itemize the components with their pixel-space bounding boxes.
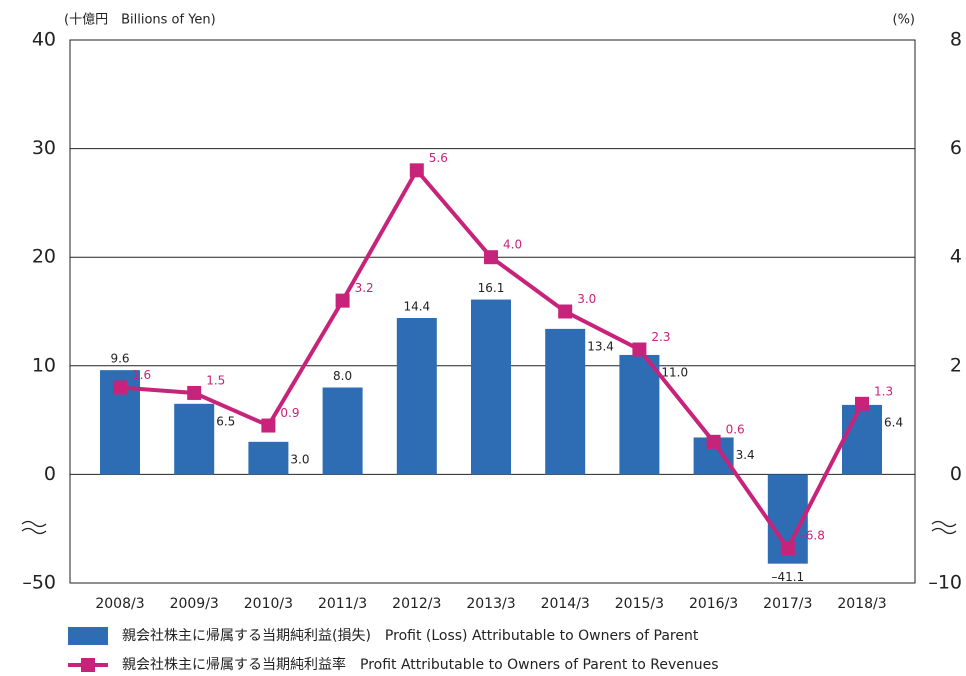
legend-label: 親会社株主に帰属する当期純利益(損失) Profit (Loss) Attrib… <box>122 627 699 644</box>
x-tick-label: 2009/3 <box>170 596 219 612</box>
line-marker <box>335 293 350 308</box>
x-tick-label: 2014/3 <box>541 596 590 612</box>
bar <box>322 387 363 475</box>
legend-swatch <box>68 627 108 645</box>
bar-value-label: –41.1 <box>771 570 804 584</box>
axis-break <box>21 520 957 535</box>
line-marker <box>113 380 127 395</box>
x-tick-label: 2010/3 <box>244 596 293 612</box>
y-tick-label: 10 <box>32 354 56 376</box>
line-marker <box>409 163 424 178</box>
y-tick-label: 0 <box>44 463 56 485</box>
line-value-label: 4.0 <box>503 238 522 252</box>
bar <box>248 441 289 475</box>
line-marker <box>558 304 573 319</box>
bar-value-label: 3.0 <box>290 452 309 466</box>
y-unit-label: (十億円 Billions of Yen) <box>64 12 216 28</box>
legend-swatch <box>81 658 95 672</box>
bar <box>842 404 882 475</box>
bar-value-label: 8.0 <box>333 369 352 383</box>
x-tick-label: 2018/3 <box>837 596 886 612</box>
line-value-label: –6.8 <box>800 529 825 543</box>
x-tick-label: 2016/3 <box>689 596 738 612</box>
line-value-label: 3.0 <box>577 292 596 306</box>
y-tick-label: 30 <box>32 137 56 159</box>
y2-tick-label: 4 <box>950 246 962 268</box>
line-marker <box>187 385 202 400</box>
bar-value-label: 3.4 <box>736 448 755 462</box>
line-marker <box>780 541 795 556</box>
bar-value-label: 14.4 <box>403 300 430 314</box>
bar-value-label: 9.6 <box>110 352 129 366</box>
bar-value-label: 6.5 <box>216 414 235 428</box>
line-value-label: 1.3 <box>874 384 893 398</box>
y-tick-label: 20 <box>32 246 56 268</box>
y2-unit-label: (%) <box>893 13 916 28</box>
line-value-label: 1.5 <box>206 373 225 387</box>
line-marker <box>484 250 498 265</box>
line-value-label: 5.6 <box>429 151 448 165</box>
line-value-label: 2.3 <box>651 330 670 344</box>
y2-tick-label: –10 <box>928 572 962 594</box>
y2-tick-label: 6 <box>950 137 962 159</box>
legend-label: 親会社株主に帰属する当期純利益率 Profit Attributable to … <box>122 656 719 673</box>
line-marker <box>632 342 647 357</box>
x-tick-label: 2008/3 <box>95 596 144 612</box>
bar <box>619 354 660 475</box>
y2-tick-label: 0 <box>950 463 962 485</box>
x-tick-label: 2011/3 <box>318 596 367 612</box>
line-value-label: 0.9 <box>280 406 299 420</box>
bar-value-label: 13.4 <box>587 339 614 353</box>
bar <box>174 403 215 475</box>
bar-value-label: 6.4 <box>884 415 903 429</box>
y2-tick-label: 2 <box>950 354 962 376</box>
x-tick-label: 2012/3 <box>392 596 441 612</box>
x-tick-label: 2017/3 <box>763 596 812 612</box>
line-marker <box>706 434 721 449</box>
bar-value-label: 11.0 <box>661 365 688 379</box>
y-tick-label: 40 <box>32 29 56 51</box>
y2-tick-label: 8 <box>950 29 962 51</box>
bar <box>545 328 586 475</box>
line-value-label: 0.6 <box>726 422 745 436</box>
x-tick-label: 2015/3 <box>615 596 664 612</box>
x-tick-label: 2013/3 <box>466 596 515 612</box>
bar <box>471 299 511 475</box>
y-tick-label: –50 <box>22 572 56 594</box>
bar-value-label: 16.1 <box>478 281 505 295</box>
bar <box>396 318 437 475</box>
line-value-label: 1.6 <box>132 368 151 382</box>
line-value-label: 3.2 <box>355 281 374 295</box>
line-marker <box>261 418 276 433</box>
line-marker <box>855 396 869 411</box>
